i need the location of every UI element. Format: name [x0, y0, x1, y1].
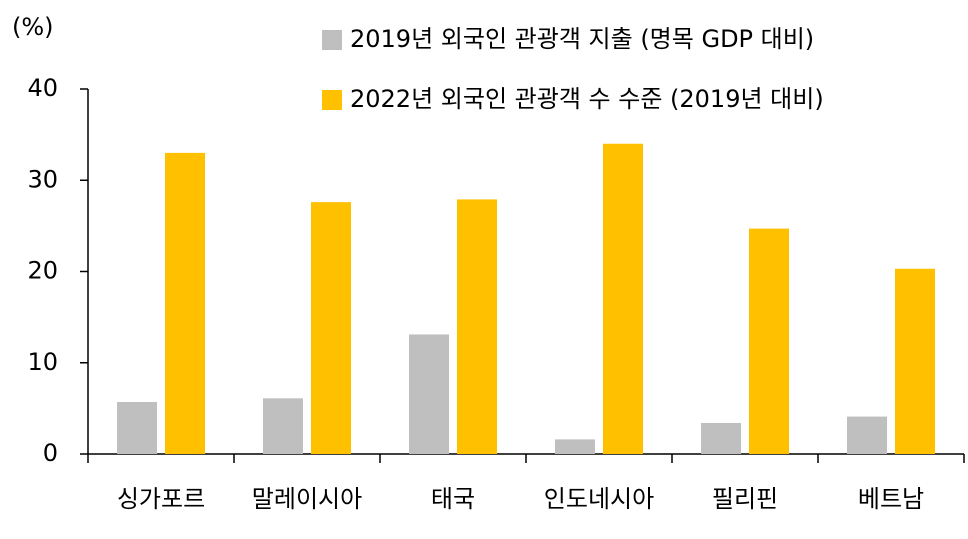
- y-tick-label: 10: [27, 348, 58, 376]
- bar: [409, 334, 449, 454]
- legend-swatch: [322, 90, 342, 110]
- bar: [165, 152, 205, 454]
- legend-swatch: [322, 30, 342, 50]
- y-tick-label: 20: [27, 257, 58, 285]
- bar: [263, 398, 303, 454]
- bar: [311, 202, 351, 454]
- y-axis-label: (%): [12, 13, 54, 41]
- bar: [117, 401, 157, 454]
- bar: [555, 439, 595, 454]
- x-tick-label: 말레이시아: [252, 485, 362, 513]
- legend-label: 2019년 외국인 관광객 지출 (명목 GDP 대비): [350, 25, 814, 53]
- bar: [457, 199, 497, 454]
- x-tick-label: 인도네시아: [544, 485, 654, 513]
- x-tick-label: 필리핀: [712, 485, 778, 513]
- bar: [701, 422, 741, 454]
- y-tick-label: 0: [43, 439, 58, 467]
- x-tick-label: 베트남: [858, 485, 924, 513]
- legend-label: 2022년 외국인 관광객 수 수준 (2019년 대비): [350, 85, 824, 113]
- x-tick-label: 태국: [431, 485, 475, 513]
- y-tick-label: 30: [27, 165, 58, 193]
- x-tick-label: 싱가포르: [117, 485, 205, 513]
- bar: [847, 416, 887, 454]
- bar: [749, 228, 789, 454]
- bar: [603, 143, 643, 454]
- bar: [895, 268, 935, 454]
- y-tick-label: 40: [27, 74, 58, 102]
